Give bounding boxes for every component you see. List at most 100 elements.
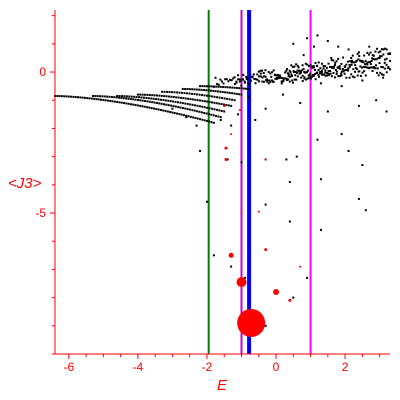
data-point (354, 70, 357, 73)
data-point (253, 77, 256, 80)
data-point (337, 57, 340, 60)
data-point (129, 98, 132, 101)
data-point (313, 45, 316, 48)
data-point (175, 96, 178, 99)
data-point (257, 70, 260, 73)
data-point (173, 112, 176, 115)
data-point (217, 115, 220, 118)
data-point (189, 108, 192, 111)
data-point (308, 65, 311, 68)
data-point (337, 75, 340, 78)
data-point (309, 64, 312, 67)
data-point (123, 95, 126, 98)
data-point (163, 95, 166, 98)
data-point (362, 65, 365, 68)
data-point (159, 109, 162, 112)
data-point (282, 79, 285, 82)
data-point (185, 114, 188, 117)
data-point (314, 78, 317, 81)
data-point (324, 71, 327, 74)
data-point (272, 69, 275, 72)
data-point (366, 66, 369, 69)
data-point (291, 79, 294, 82)
data-point (245, 75, 248, 78)
data-point (157, 108, 160, 111)
data-point (123, 102, 126, 105)
data-point (215, 85, 218, 88)
data-point (286, 68, 289, 71)
data-point (56, 95, 59, 98)
data-point (237, 113, 240, 116)
vertical-reference-lines (207, 10, 312, 354)
data-point (178, 91, 181, 94)
data-point (384, 67, 387, 70)
data-point (384, 58, 387, 61)
data-point (201, 99, 204, 102)
data-point (205, 119, 208, 122)
data-point (377, 57, 380, 60)
data-point (222, 85, 225, 88)
data-point (164, 109, 167, 112)
highlight-point (288, 298, 292, 302)
data-point (310, 66, 313, 69)
data-point (292, 70, 295, 73)
data-point (343, 65, 346, 68)
data-point (134, 98, 137, 101)
data-point (303, 77, 306, 80)
data-point (252, 73, 255, 76)
data-point (258, 80, 261, 83)
data-point (269, 80, 272, 83)
y-tick-label: 0 (39, 65, 46, 79)
data-point (308, 74, 311, 77)
data-point (203, 94, 206, 97)
data-point (306, 63, 309, 66)
axes (50, 10, 390, 359)
data-point (168, 90, 171, 93)
data-point (305, 71, 308, 74)
data-point (387, 52, 390, 55)
data-point (203, 85, 206, 88)
data-point (118, 96, 121, 99)
data-point (181, 87, 184, 90)
data-point (219, 90, 222, 93)
data-point (230, 265, 233, 268)
data-point (295, 63, 298, 66)
data-point (100, 98, 103, 101)
data-point (103, 95, 106, 98)
data-point (326, 40, 329, 43)
data-point (220, 109, 223, 112)
data-point (181, 91, 184, 94)
data-point (274, 77, 277, 80)
data-point (361, 59, 364, 62)
data-point (317, 75, 320, 78)
data-point (294, 71, 297, 74)
data-point (288, 69, 291, 72)
data-point (370, 59, 373, 62)
data-point (191, 98, 194, 101)
data-point (306, 69, 309, 72)
data-point (192, 116, 195, 119)
data-point (273, 73, 276, 76)
data-point (166, 90, 169, 93)
data-point (183, 92, 186, 95)
data-point (251, 76, 254, 79)
data-point (200, 111, 203, 114)
data-point (356, 52, 359, 55)
data-point (210, 85, 213, 88)
data-point (254, 78, 257, 81)
data-point (231, 86, 234, 89)
data-point (389, 59, 391, 62)
data-point (217, 90, 220, 93)
data-point (351, 59, 354, 62)
data-point (205, 89, 208, 92)
data-point (228, 98, 231, 101)
data-point (374, 58, 377, 61)
data-point (316, 64, 319, 67)
data-point (111, 100, 114, 103)
highlight-point (273, 288, 280, 295)
data-point (289, 75, 292, 78)
data-point (374, 67, 377, 70)
data-point (201, 94, 204, 97)
data-point (314, 72, 317, 75)
data-point (77, 96, 80, 99)
